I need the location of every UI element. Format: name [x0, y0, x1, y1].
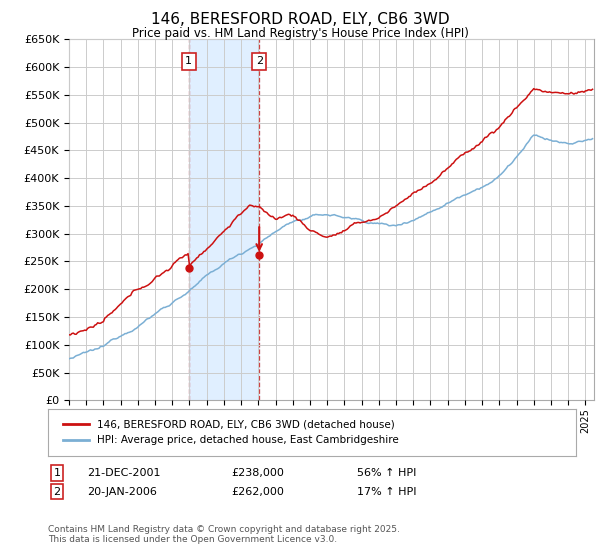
Text: 21-DEC-2001: 21-DEC-2001 [87, 468, 161, 478]
Text: 1: 1 [185, 57, 193, 67]
Text: 2: 2 [53, 487, 61, 497]
Text: 2: 2 [256, 57, 263, 67]
Legend: 146, BERESFORD ROAD, ELY, CB6 3WD (detached house), HPI: Average price, detached: 146, BERESFORD ROAD, ELY, CB6 3WD (detac… [58, 416, 403, 449]
Text: Contains HM Land Registry data © Crown copyright and database right 2025.
This d: Contains HM Land Registry data © Crown c… [48, 525, 400, 544]
Text: £262,000: £262,000 [231, 487, 284, 497]
Text: Price paid vs. HM Land Registry's House Price Index (HPI): Price paid vs. HM Land Registry's House … [131, 27, 469, 40]
Text: 20-JAN-2006: 20-JAN-2006 [87, 487, 157, 497]
Text: 56% ↑ HPI: 56% ↑ HPI [357, 468, 416, 478]
Text: £238,000: £238,000 [231, 468, 284, 478]
Text: 1: 1 [53, 468, 61, 478]
Text: 17% ↑ HPI: 17% ↑ HPI [357, 487, 416, 497]
Text: 146, BERESFORD ROAD, ELY, CB6 3WD: 146, BERESFORD ROAD, ELY, CB6 3WD [151, 12, 449, 27]
Bar [189, 39, 259, 400]
